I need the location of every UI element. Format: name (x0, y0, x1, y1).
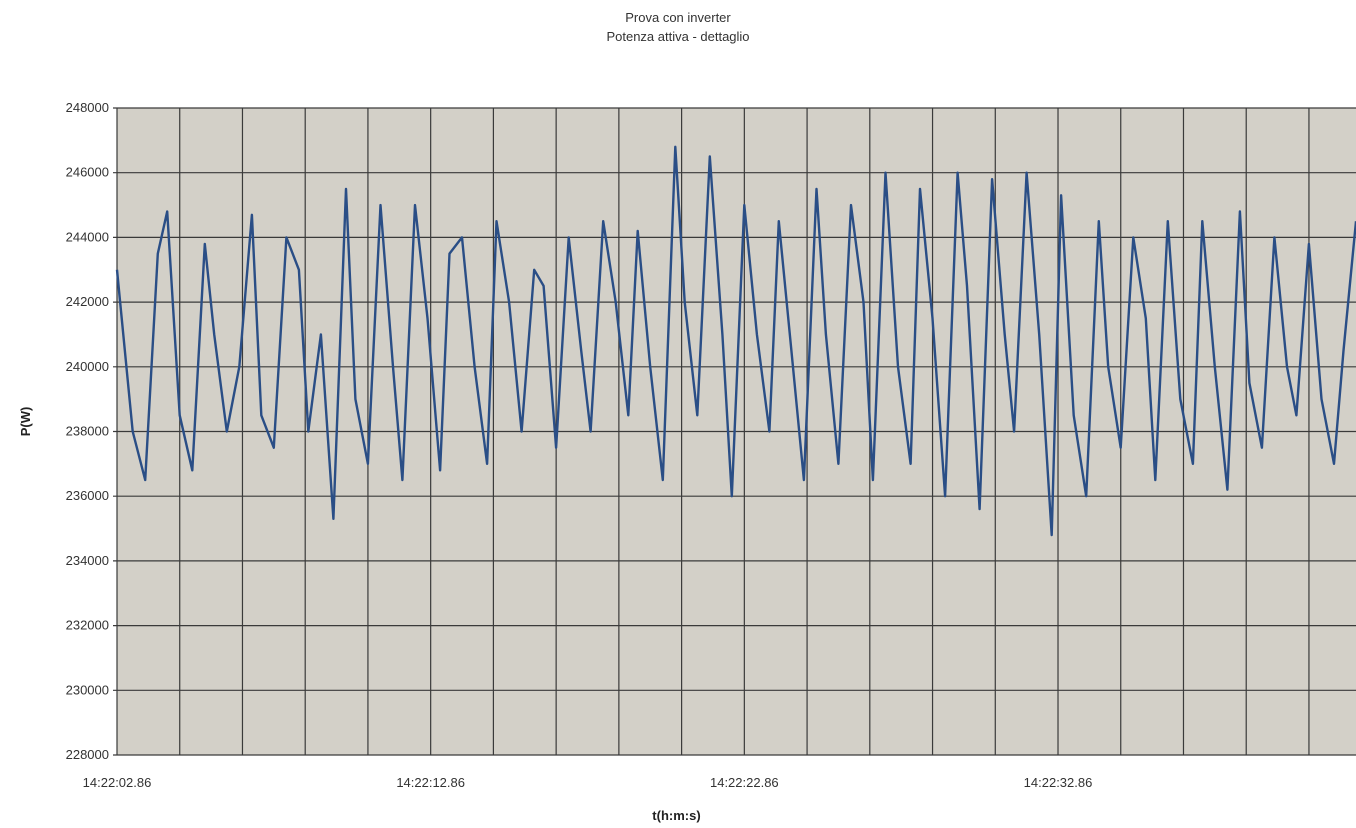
y-tick-label: 228000 (66, 747, 109, 762)
x-tick-label: 14:22:12.86 (396, 775, 465, 790)
y-axis-title: P(W) (18, 407, 33, 437)
x-axis-title: t(h:m:s) (652, 808, 700, 823)
y-tick-label: 236000 (66, 488, 109, 503)
y-tick-label: 230000 (66, 682, 109, 697)
x-tick-label: 14:22:22.86 (710, 775, 779, 790)
x-tick-label: 14:22:32.86 (1024, 775, 1093, 790)
y-tick-label: 232000 (66, 618, 109, 633)
y-tick-label: 246000 (66, 165, 109, 180)
y-tick-label: 248000 (66, 100, 109, 115)
y-tick-label: 244000 (66, 229, 109, 244)
y-tick-label: 238000 (66, 424, 109, 439)
chart-subtitle: Potenza attiva - dettaglio (606, 29, 750, 44)
chart-title-block: Prova con inverter Potenza attiva - dett… (0, 8, 1356, 46)
y-tick-label: 242000 (66, 294, 109, 309)
y-axis-ticks: 228000 230000 232000 234000 236000 238000 2400… (66, 100, 109, 762)
x-tick-label: 14:22:02.86 (83, 775, 152, 790)
series-line-power (115, 145, 1356, 537)
x-axis-ticks: 14:22:02.86 14:22:12.86 14:22:22.86 14:22:3… (83, 775, 1093, 790)
y-tick-label: 240000 (66, 359, 109, 374)
chart-title: Prova con inverter (625, 10, 731, 25)
y-tick-label: 234000 (66, 553, 109, 568)
